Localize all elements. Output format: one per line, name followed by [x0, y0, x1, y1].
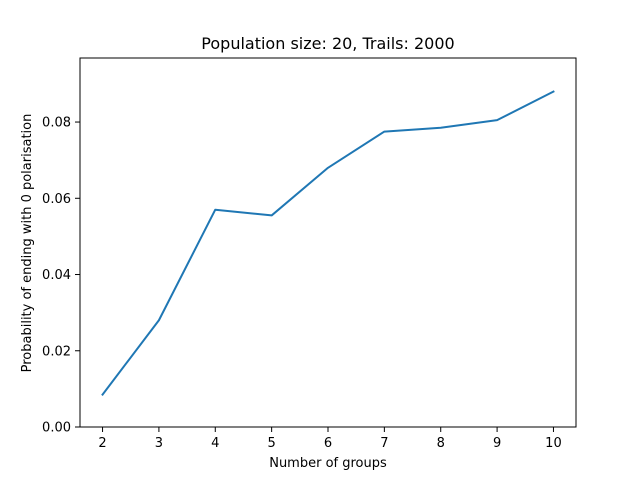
- x-tick-label: 6: [324, 436, 332, 451]
- x-tick-label: 7: [380, 436, 388, 451]
- chart-title: Population size: 20, Trails: 2000: [201, 34, 454, 53]
- x-tick-label: 2: [98, 436, 106, 451]
- x-tick-label: 9: [493, 436, 501, 451]
- x-tick-label: 5: [267, 436, 275, 451]
- y-axis-title: Probability of ending with 0 polarisatio…: [20, 114, 35, 373]
- axis-ticks: 2 3 4 5 6 7 8 9 10 0.00 0.02 0.04 0.06 0.08: [42, 116, 562, 451]
- y-tick-label: 0.02: [42, 344, 71, 359]
- y-tick-label: 0.04: [42, 268, 71, 283]
- y-tick-label: 0.00: [42, 421, 71, 436]
- x-axis-title: Number of groups: [269, 456, 387, 471]
- y-tick-label: 0.06: [42, 192, 71, 207]
- y-tick-label: 0.08: [42, 116, 71, 131]
- series-line-1: [101, 90, 555, 397]
- x-tick-label: 8: [437, 436, 445, 451]
- x-tick-label: 10: [545, 436, 562, 451]
- x-tick-label: 3: [155, 436, 163, 451]
- x-tick-label: 4: [211, 436, 219, 451]
